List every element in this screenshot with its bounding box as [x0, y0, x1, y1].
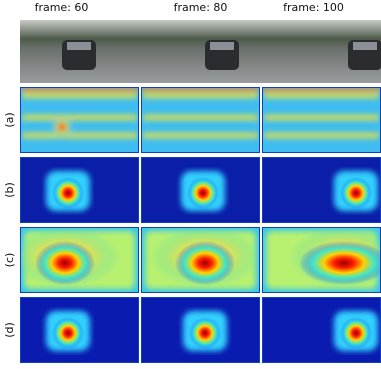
band [20, 87, 139, 91]
hot-spot [52, 177, 84, 209]
band [22, 93, 137, 98]
heatmap [20, 297, 139, 363]
band [143, 133, 258, 138]
band [264, 133, 379, 138]
heatmap [141, 87, 260, 153]
band [143, 115, 258, 120]
column-label: frame: 60 [35, 1, 89, 14]
column-label: frame: 100 [283, 1, 344, 14]
frame [141, 227, 260, 293]
hot-spot [340, 177, 372, 209]
bands [141, 87, 260, 138]
heatmap [262, 157, 381, 223]
hot-spot [189, 317, 221, 349]
heatmap [20, 87, 139, 153]
frame [141, 87, 260, 153]
band [264, 93, 379, 98]
heatmap [20, 227, 139, 293]
row-label: (b) [3, 182, 16, 198]
frame [20, 157, 139, 223]
frame [20, 227, 139, 293]
hot-spot [299, 241, 381, 285]
hot-spot [340, 317, 372, 349]
heatmap [262, 227, 381, 293]
hot-spot [187, 177, 219, 209]
band [143, 93, 258, 98]
car-window [353, 42, 377, 50]
band [262, 87, 381, 91]
car-window [67, 42, 91, 50]
frame [141, 297, 260, 363]
hot-spot [52, 317, 84, 349]
hot-spot [175, 241, 235, 285]
frame [20, 87, 139, 153]
heatmap [141, 297, 260, 363]
car-window [210, 42, 234, 50]
frame [141, 157, 260, 223]
band [141, 87, 260, 91]
row-label: (d) [3, 322, 16, 338]
heatmap [262, 297, 381, 363]
frame [20, 297, 139, 363]
heatmap [141, 157, 260, 223]
heatmap [141, 227, 260, 293]
hot-spot [35, 241, 95, 285]
band [264, 115, 379, 120]
bands [20, 87, 139, 138]
band [22, 115, 137, 120]
column-label: frame: 80 [174, 1, 228, 14]
heatmap [262, 87, 381, 153]
band [22, 133, 137, 138]
bands [262, 87, 381, 138]
hot-spot [50, 118, 74, 136]
row-label: (c) [3, 253, 16, 268]
heatmap [20, 157, 139, 223]
row-label: (a) [3, 112, 16, 127]
